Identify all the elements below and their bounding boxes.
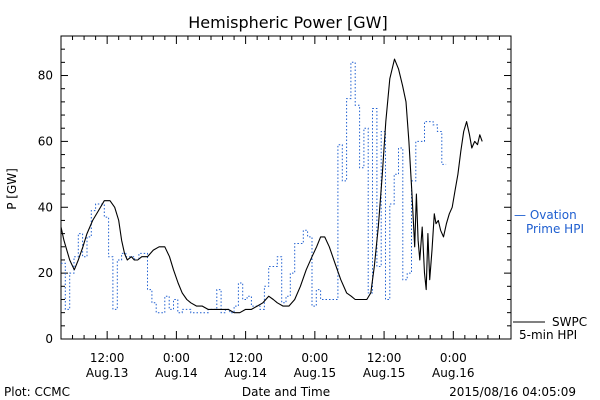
footer-timestamp: 2015/08/16 04:05:09 [449,385,576,399]
x-tick-date: Aug.13 [86,366,129,380]
y-tick-label: 0 [45,332,53,346]
legend: — Ovation Prime HPI SWPC 5-min HPI [513,208,587,342]
footer-x-label: Date and Time [242,385,330,399]
y-tick-label: 60 [38,134,53,148]
chart-title: Hemispheric Power [GW] [188,13,387,32]
x-tick-date: Aug.15 [363,366,406,380]
series-ovation-prime-hpi [61,61,447,314]
y-axis-label: P [GW] [5,168,19,210]
y-tick-label: 40 [38,200,53,214]
x-tick-time: 0:00 [301,351,328,365]
x-axis: 12:00Aug.130:00Aug.1412:00Aug.140:00Aug.… [60,36,512,380]
legend-swpc-line2: 5-min HPI [519,328,577,342]
x-tick-time: 12:00 [367,351,402,365]
y-tick-label: 80 [38,69,53,83]
plot-frame [60,35,512,340]
legend-swpc-line1: SWPC [552,315,587,329]
legend-ovation-line2: Prime HPI [526,222,584,236]
y-axis: 0 20 40 60 80 [38,35,511,346]
y-tick-label: 20 [38,266,53,280]
x-tick-time: 0:00 [163,351,190,365]
x-tick-time: 12:00 [228,351,263,365]
x-tick-date: Aug.14 [155,366,198,380]
legend-ovation-line1: — Ovation [514,208,577,222]
x-tick-date: Aug.15 [294,366,337,380]
series-layer [60,58,483,314]
series-swpc-5min-hpi [60,58,483,314]
x-tick-time: 12:00 [90,351,125,365]
footer-source: Plot: CCMC [4,385,70,399]
x-tick-time: 0:00 [440,351,467,365]
x-tick-date: Aug.16 [432,366,475,380]
x-tick-date: Aug.14 [224,366,267,380]
